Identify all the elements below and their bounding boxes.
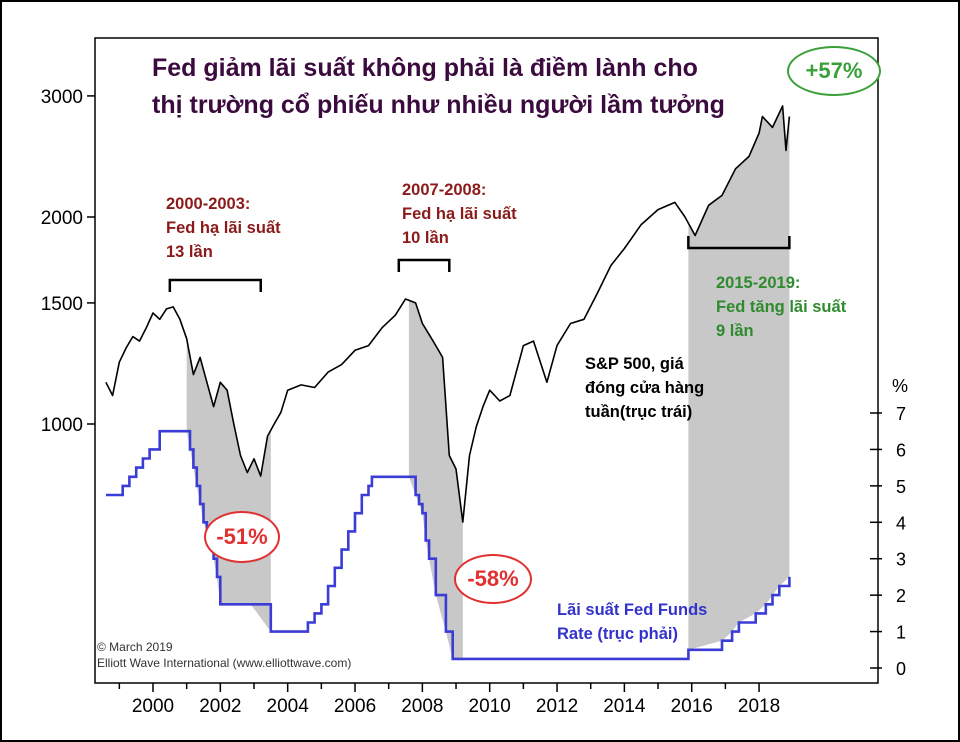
annotation-cut-2000: 2000-2003: Fed hạ lãi suất 13 lần — [166, 195, 281, 261]
right-tick-label-4: 4 — [896, 513, 906, 533]
annotation-hike-2015: 2015-2019: Fed tăng lãi suất 9 lần — [716, 274, 847, 340]
right-tick-label-0: 0 — [896, 659, 906, 679]
left-tick-label-1500: 1500 — [41, 294, 83, 315]
right-tick-label-5: 5 — [896, 477, 906, 497]
x-tick-label-2002: 2002 — [199, 696, 241, 717]
drop-2007-badge: -58% — [454, 554, 532, 604]
x-tick-label-2000: 2000 — [132, 696, 174, 717]
sp500-line — [105, 105, 791, 523]
shaded-period-3 — [688, 107, 790, 650]
period-bracket-3 — [687, 236, 791, 250]
copyright-source: Elliott Wave International (www.elliottw… — [97, 656, 352, 670]
x-tick-label-2008: 2008 — [401, 696, 443, 717]
x-tick-label-2014: 2014 — [603, 696, 646, 717]
gain-2015-badge: +57% — [787, 46, 881, 96]
fed-rate-line — [105, 429, 791, 661]
left-tick-label-3000: 3000 — [41, 87, 83, 108]
right-tick-label-1: 1 — [896, 623, 906, 643]
right-tick-label-2: 2 — [896, 586, 906, 606]
annotation-cut-2007: 2007-2008: Fed hạ lãi suất 10 lần — [402, 181, 517, 247]
period-bracket-2 — [397, 258, 451, 272]
period-bracket-1 — [168, 278, 262, 292]
x-tick-label-2018: 2018 — [738, 696, 780, 717]
x-tick-label-2012: 2012 — [536, 696, 578, 717]
right-tick-label-7: 7 — [896, 404, 906, 424]
x-tick-label-2016: 2016 — [671, 696, 713, 717]
fed-series-label: Lãi suất Fed Funds Rate (trục phải) — [557, 601, 708, 643]
chart-title: Fed giảm lãi suất không phải là điềm làn… — [152, 54, 725, 119]
shaded-period-2 — [408, 300, 463, 659]
x-tick-label-2010: 2010 — [469, 696, 511, 717]
left-tick-label-2000: 2000 — [41, 208, 83, 229]
drop-2000-badge: -51% — [204, 511, 280, 563]
plot-border — [94, 37, 879, 684]
x-tick-label-2006: 2006 — [334, 696, 376, 717]
x-tick-label-2004: 2004 — [267, 696, 310, 717]
sp500-series-label: S&P 500, giá đóng cửa hàng tuần(trục trá… — [585, 355, 705, 421]
right-tick-label-3: 3 — [896, 550, 906, 570]
right-axis-unit: % — [892, 376, 908, 396]
left-tick-label-1000: 1000 — [41, 415, 83, 436]
copyright-date: © March 2019 — [97, 640, 173, 654]
right-tick-label-6: 6 — [896, 440, 906, 460]
